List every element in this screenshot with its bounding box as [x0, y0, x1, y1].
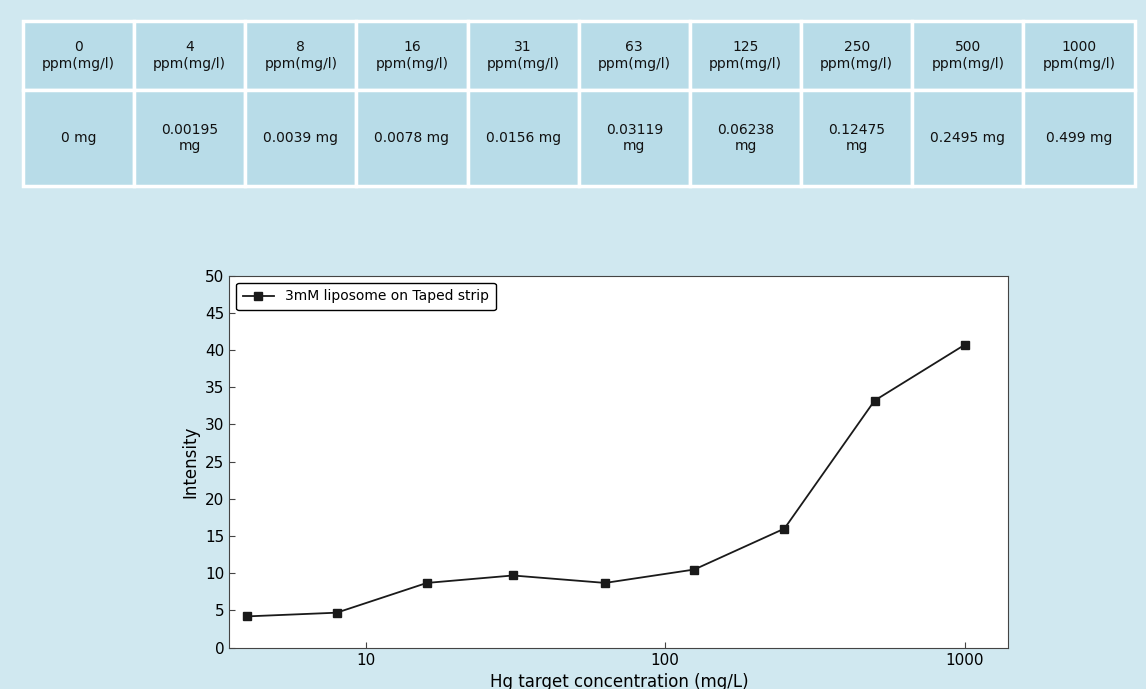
Y-axis label: Intensity: Intensity — [181, 425, 199, 498]
Legend: 3mM liposome on Taped strip: 3mM liposome on Taped strip — [236, 282, 496, 311]
X-axis label: Hg target concentration (mg/L): Hg target concentration (mg/L) — [489, 673, 748, 689]
